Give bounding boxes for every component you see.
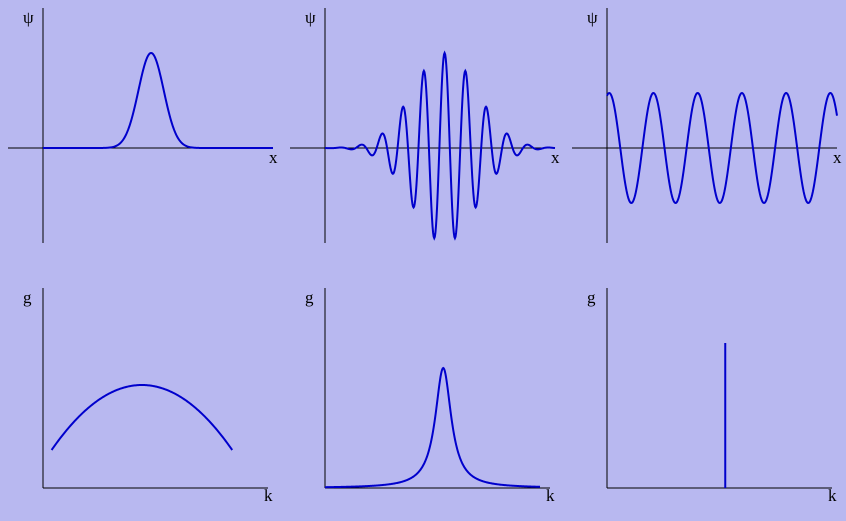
plot-panel: gk — [572, 288, 837, 508]
g-curve — [52, 385, 233, 450]
y-axis-label: ψ — [305, 8, 316, 28]
x-axis-label: k — [264, 486, 273, 506]
y-axis-label: g — [23, 288, 32, 308]
plot-panel: ψx — [572, 8, 837, 243]
plot-panel: ψx — [290, 8, 555, 243]
y-axis-label: g — [305, 288, 314, 308]
psi-curve — [325, 53, 555, 238]
psi-curve — [43, 53, 273, 148]
plot-panel: ψx — [8, 8, 273, 243]
x-axis-label: x — [833, 148, 842, 168]
y-axis-label: ψ — [23, 8, 34, 28]
y-axis-label: g — [587, 288, 596, 308]
x-axis-label: k — [828, 486, 837, 506]
y-axis-label: ψ — [587, 8, 598, 28]
plot-panel: gk — [8, 288, 273, 508]
x-axis-label: k — [546, 486, 555, 506]
x-axis-label: x — [551, 148, 560, 168]
x-axis-label: x — [269, 148, 278, 168]
g-curve — [325, 368, 540, 487]
plot-panel: gk — [290, 288, 555, 508]
